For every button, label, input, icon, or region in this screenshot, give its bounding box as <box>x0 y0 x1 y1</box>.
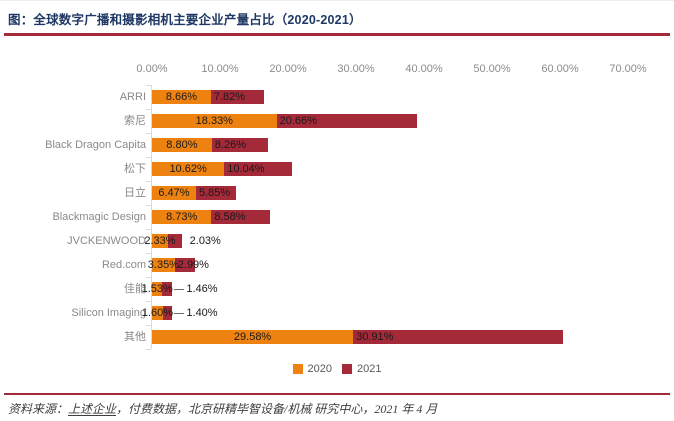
leader-line <box>174 313 185 314</box>
category-axis-tick <box>146 157 151 158</box>
stacked-bar-chart: 0.00% 10.00% 20.00% 30.00% 40.00% 50.00% 60.00… <box>0 1 674 391</box>
x-axis-tick-label: 60.00% <box>541 63 579 75</box>
header-divider <box>4 33 670 36</box>
bar-segment-2021[interactable] <box>276 114 418 128</box>
bar-segment-2021[interactable] <box>162 306 173 320</box>
category-axis-tick <box>146 277 151 278</box>
category-label: Red.com <box>101 259 146 271</box>
value-label-2021: 5.85% <box>198 187 231 199</box>
bar-segment-2020[interactable] <box>152 186 196 200</box>
bar-segment-2021[interactable] <box>174 258 196 272</box>
category-label: Blackmagic Design <box>52 211 146 223</box>
category-label: JVCKENWOOD <box>67 235 146 247</box>
value-label-2020: 8.80% <box>166 139 198 151</box>
bar-segment-2021[interactable] <box>224 162 293 176</box>
value-label-2020: 10.62% <box>169 163 207 175</box>
value-label-2020: 3.35% <box>147 259 179 271</box>
bar-segment-2021[interactable] <box>167 234 182 248</box>
x-axis-tick-label: 10.00% <box>201 63 239 75</box>
value-label-2020: 1.53% <box>141 283 173 295</box>
chart-legend: 2020 2021 <box>0 361 674 377</box>
category-axis-tick <box>146 253 151 254</box>
x-axis-tick-label: 20.00% <box>269 63 307 75</box>
legend-item-2021[interactable]: 2021 <box>342 363 381 375</box>
category-axis-tick <box>146 325 151 326</box>
x-axis-tick-label: 50.00% <box>473 63 511 75</box>
legend-swatch <box>292 364 303 374</box>
category-label: 其他 <box>124 331 146 343</box>
bar-segment-2021[interactable] <box>162 282 173 296</box>
source-note: 资料来源：上述企业，付费数据，北京研精毕智设备/机械 研究中心，2021 年 4… <box>8 400 666 417</box>
bar-segment-2021[interactable] <box>211 210 270 224</box>
bar-segment-2021[interactable] <box>211 138 268 152</box>
source-link[interactable]: 上述企业 <box>68 402 117 416</box>
x-axis-tick-label: 30.00% <box>337 63 375 75</box>
x-axis-tick-label: 40.00% <box>405 63 443 75</box>
value-label-2021: 1.40% <box>186 307 218 319</box>
value-label-2020: 18.33% <box>195 115 233 127</box>
value-label-2021: 30.91% <box>356 331 394 343</box>
chart-title: 图：全球数字广播和摄影相机主要企业产量占比（2020-2021） <box>8 13 362 27</box>
value-label-2021: 2.03% <box>189 235 221 247</box>
bar-segment-2020[interactable] <box>152 258 175 272</box>
category-axis-line <box>151 85 152 349</box>
value-label-2021: 1.46% <box>186 283 218 295</box>
value-label-2021: 10.04% <box>227 163 265 175</box>
category-axis-tick <box>146 85 151 86</box>
value-label-2021: 20.66% <box>279 115 317 127</box>
bar-segment-2021[interactable] <box>353 330 564 344</box>
bar-segment-2020[interactable] <box>152 162 225 176</box>
value-label-2020: 6.47% <box>158 187 190 199</box>
category-label: 日立 <box>124 187 146 199</box>
value-label-2021: 2.99% <box>177 259 209 271</box>
legend-swatch <box>342 364 352 374</box>
category-label: 佳能 <box>124 283 146 295</box>
x-axis-tick-label: 0.00% <box>136 63 168 75</box>
value-label-2020: 29.58% <box>233 331 272 343</box>
value-label-2021: 8.26% <box>214 139 247 151</box>
bar-segment-2021[interactable] <box>195 186 236 200</box>
category-axis-tick <box>146 205 151 206</box>
source-rest: ，付费数据，北京研精毕智设备/机械 研究中心，2021 年 4 月 <box>116 402 438 416</box>
x-axis-tick-label: 70.00% <box>609 63 647 75</box>
value-label-2020: 2.33% <box>144 235 176 247</box>
bar-segment-2020[interactable] <box>152 114 277 128</box>
category-axis-tick <box>146 109 151 110</box>
category-label: 索尼 <box>124 115 146 127</box>
bar-segment-2020[interactable] <box>152 282 163 296</box>
source-prefix: 资料来源： <box>8 402 69 416</box>
category-label: ARRI <box>119 91 146 103</box>
category-label: Silicon Imaging <box>71 307 146 319</box>
category-axis-tick <box>146 133 151 134</box>
bar-segment-2021[interactable] <box>210 90 265 104</box>
value-label-2020: 1.60% <box>141 307 174 319</box>
bar-segment-2020[interactable] <box>152 90 211 104</box>
legend-label: 2021 <box>357 363 382 375</box>
value-label-2021: 8.58% <box>214 211 246 223</box>
bar-segment-2020[interactable] <box>152 138 212 152</box>
category-label: 松下 <box>124 163 146 175</box>
value-label-2020: 8.66% <box>165 91 198 103</box>
category-axis-tick <box>146 229 151 230</box>
leader-line <box>174 289 185 290</box>
bar-segment-2020[interactable] <box>152 330 354 344</box>
category-label: Black Dragon Capita <box>45 139 146 151</box>
category-axis-tick <box>146 349 151 350</box>
legend-item-2020[interactable]: 2020 <box>292 363 332 375</box>
bar-segment-2020[interactable] <box>152 234 168 248</box>
legend-label: 2020 <box>307 363 332 375</box>
value-label-2020: 8.73% <box>166 211 198 223</box>
category-axis-tick <box>146 301 151 302</box>
bar-segment-2020[interactable] <box>152 306 163 320</box>
bar-segment-2020[interactable] <box>152 210 212 224</box>
category-axis-tick <box>146 181 151 182</box>
value-label-2021: 7.82% <box>213 91 246 103</box>
footer-divider <box>4 393 670 395</box>
